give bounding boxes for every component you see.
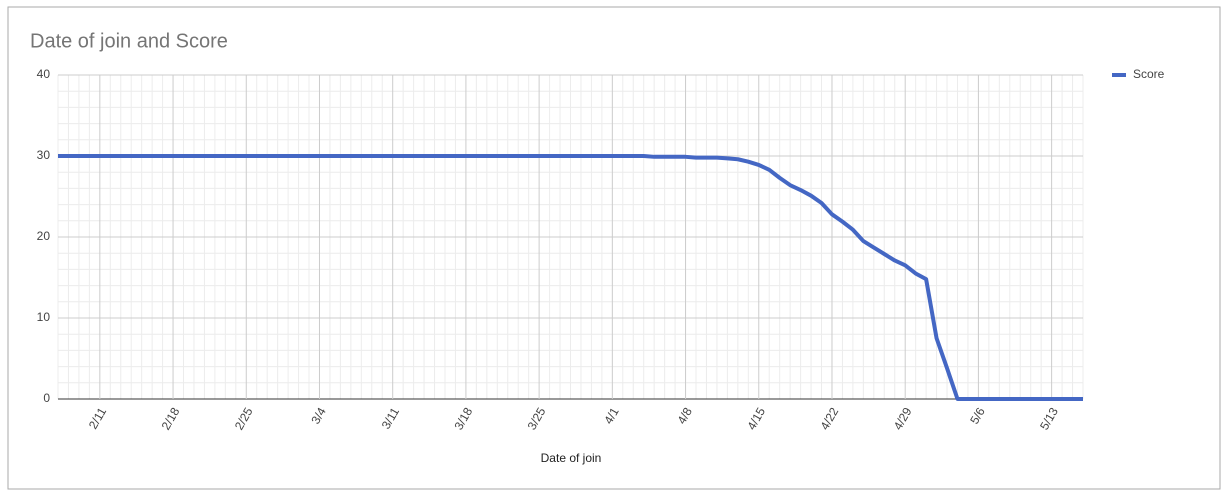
chart-title: Date of join and Score: [30, 30, 228, 52]
y-tick-label: 0: [43, 391, 50, 405]
y-tick-label: 20: [37, 229, 51, 243]
grid: [57, 74, 1084, 400]
y-tick-label: 40: [37, 67, 51, 81]
line: [58, 154, 1083, 401]
y-tick-label: 10: [37, 310, 51, 324]
y-tick-label: 30: [37, 148, 51, 162]
legend-label: Score: [1133, 67, 1165, 81]
chart-frame: [7, 6, 1221, 490]
x-axis-title: Date of join: [541, 451, 602, 465]
plot: [58, 154, 1083, 401]
